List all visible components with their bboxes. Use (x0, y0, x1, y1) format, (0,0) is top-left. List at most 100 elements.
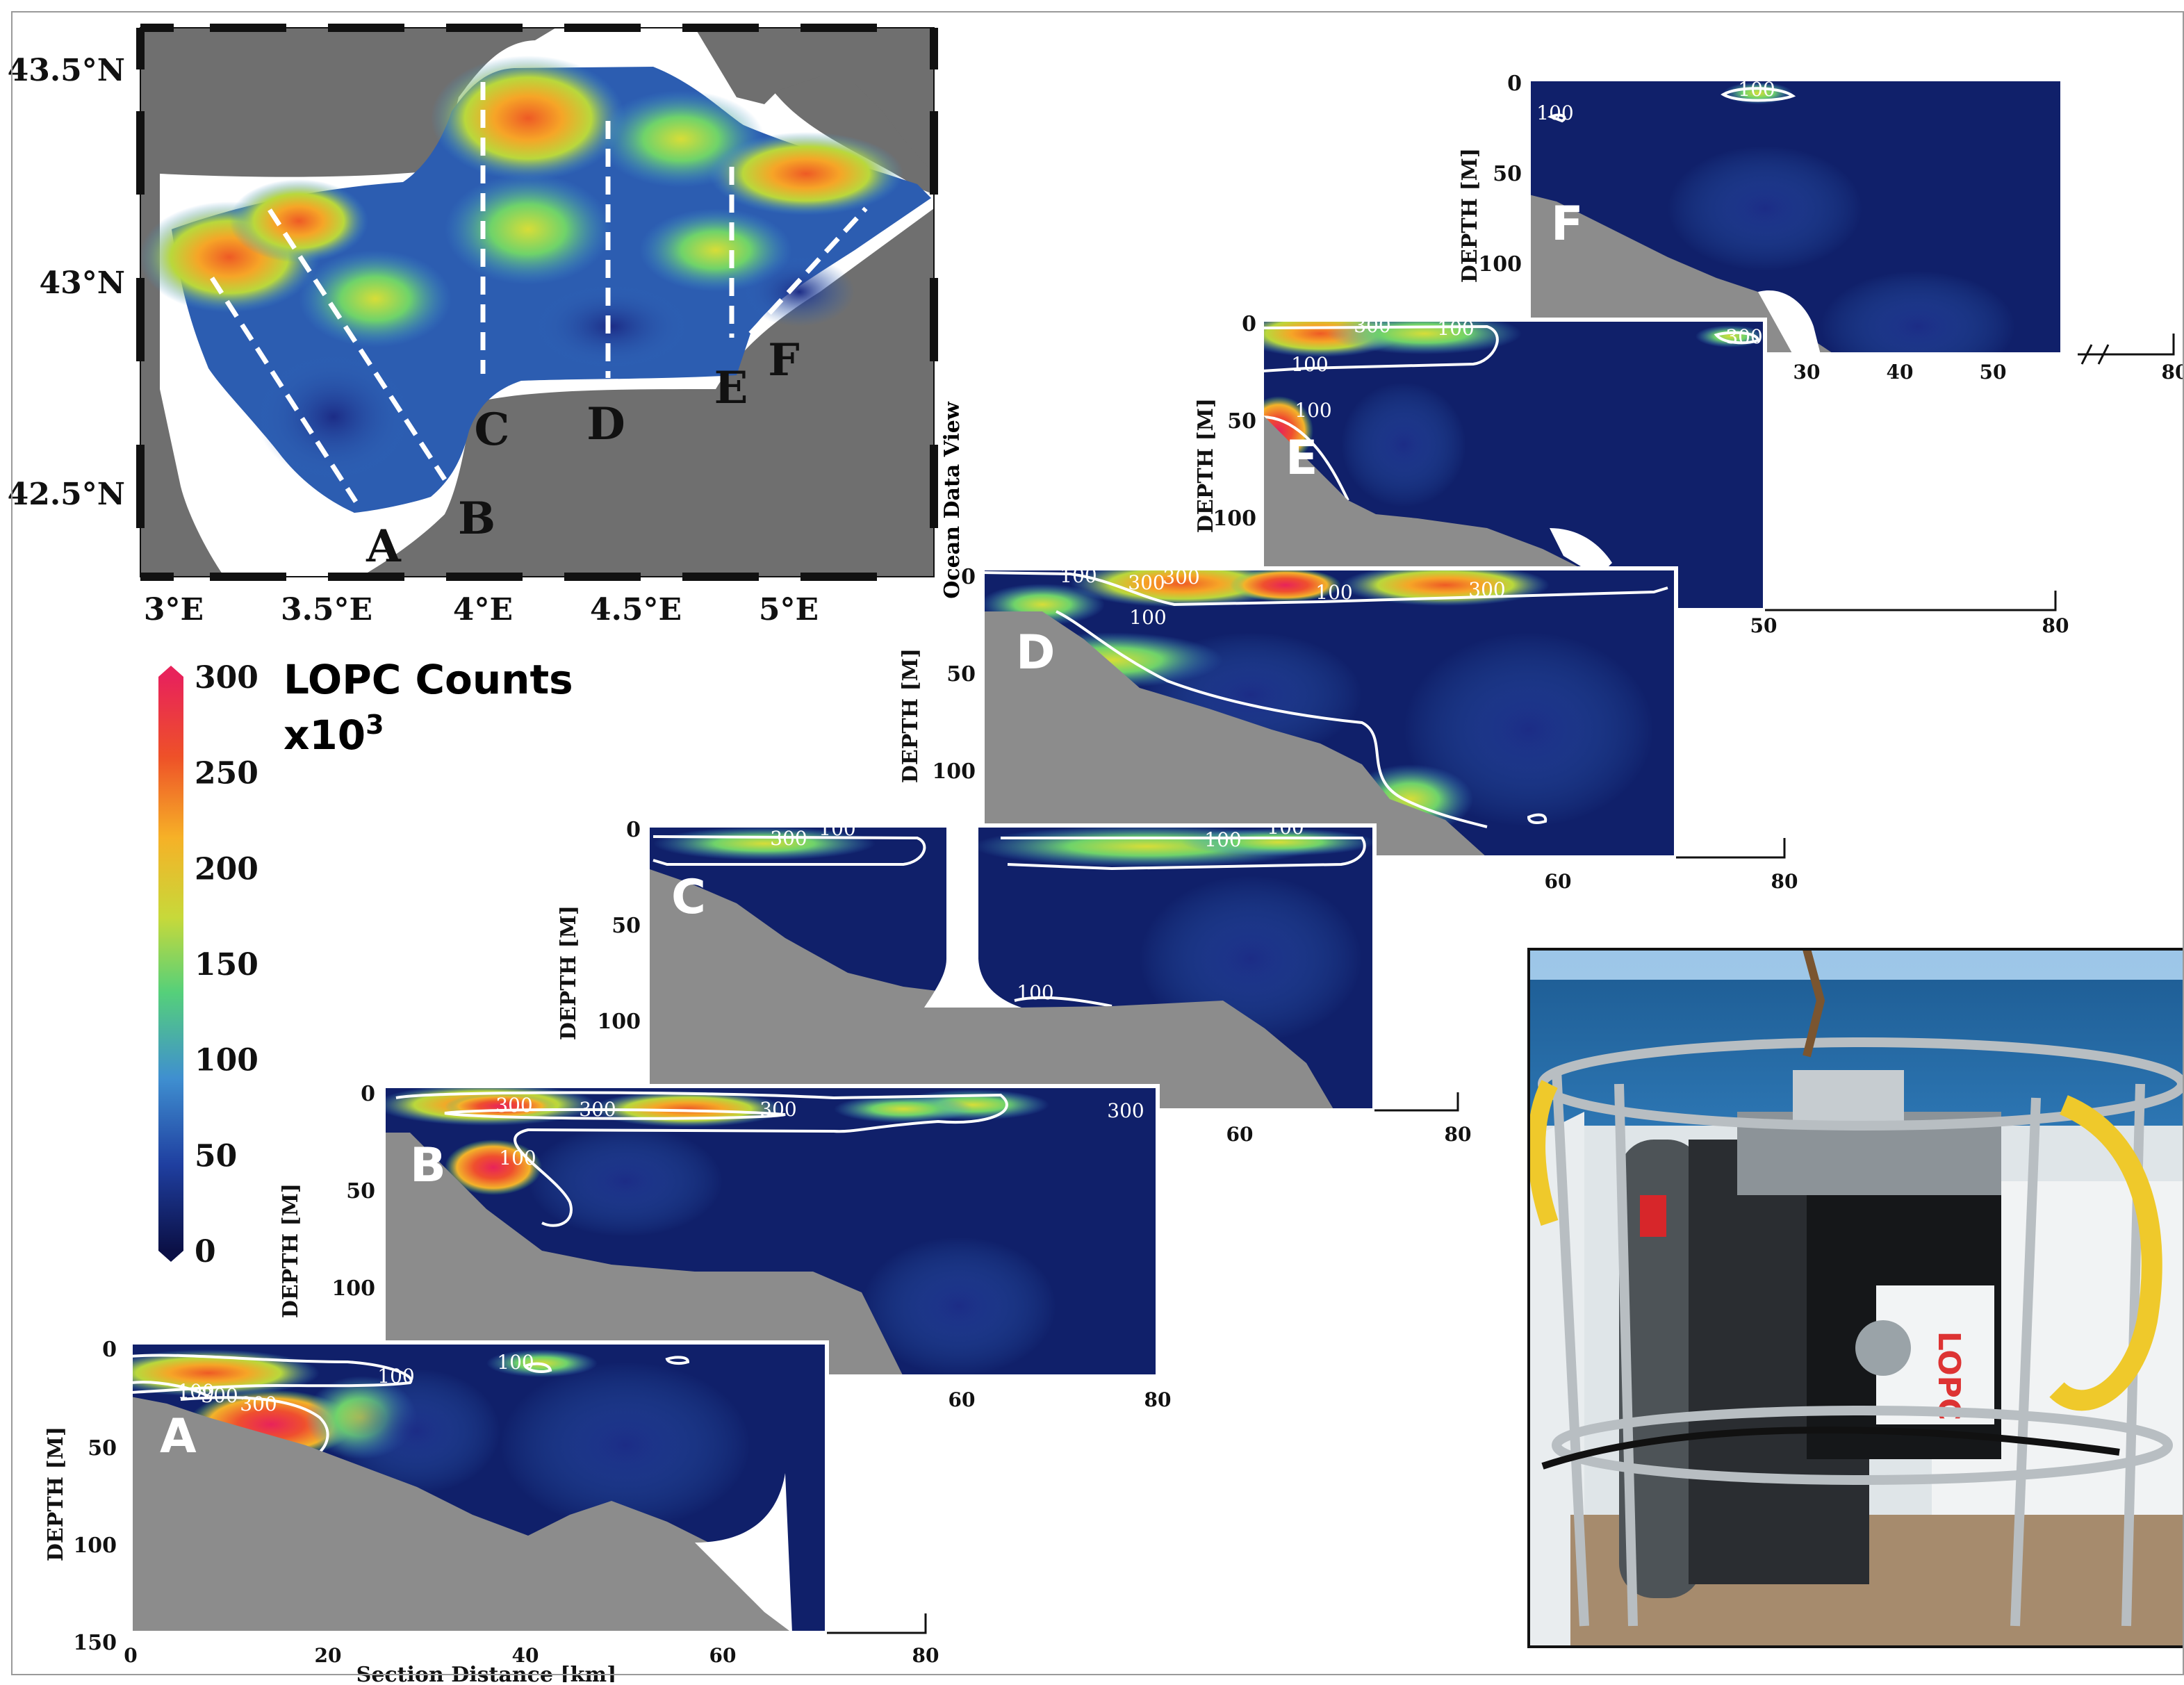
contour-line (523, 1362, 552, 1373)
section-letter: C (671, 870, 706, 925)
contour-label: 100 (1437, 317, 1474, 340)
contour-label: 100 (1315, 581, 1352, 604)
photo-cage-bar (1614, 1083, 1638, 1627)
section-field-patch (500, 1362, 750, 1529)
no-data-region (695, 1473, 792, 1633)
section-x-tick: 60 (1226, 1123, 1254, 1146)
section-y-tick: 50 (611, 914, 641, 938)
section-y-tick: 0 (102, 1338, 117, 1362)
warm-patch-3 (445, 174, 611, 285)
colorbar-gradient (158, 677, 183, 1251)
section-field-patch (1230, 568, 1341, 602)
colorbar-unit-base: x10 (284, 712, 366, 759)
hotspot-east (709, 132, 903, 215)
photo-hull-left (1529, 1112, 1584, 1647)
section-x-tick: 80 (912, 1644, 939, 1667)
section-x-tick: 80 (1771, 870, 1798, 893)
map-transect-label: C (475, 404, 510, 456)
contour-label: 300 (1163, 566, 1199, 589)
section-y-tick: 0 (1507, 72, 1522, 96)
photo-cage-mid-ring (1552, 1406, 2173, 1485)
contour-label: 100 (1738, 78, 1775, 101)
section-field-patch (1821, 271, 2015, 354)
hotspot-north (431, 56, 625, 181)
section-x-tick: 60 (709, 1644, 737, 1667)
map-y-tick: 43.5°N (8, 53, 125, 88)
map-transect-label: F (768, 334, 799, 386)
section-frame (129, 1340, 829, 1635)
section-y-tick: 100 (597, 1010, 641, 1034)
colorbar-tick: 0 (195, 1234, 216, 1269)
contour-line (1527, 813, 1547, 824)
section-field-patch (1341, 382, 1466, 507)
ocean-data-view-label: Ocean Data View (940, 401, 964, 599)
section-y-tick: 0 (361, 1082, 375, 1106)
section-x-tick: 80 (2042, 614, 2069, 637)
map-transect-label: D (586, 398, 625, 450)
section-panel-c: 100 300 100 100 100 C 0 50 100 DEPTH [M] 60 80 (557, 818, 1471, 1146)
colorbar-bottom-arrow (158, 1251, 183, 1262)
section-x-tick: 50 (1750, 614, 1777, 637)
contour-line (1001, 837, 1366, 871)
map-panel: 43.5°N 43°N 42.5°N 3°E 3.5°E 4°E 4.5°E 5°E A BC… (8, 24, 964, 627)
colorbar: 300 250 200 150 100 50 0 LOPC Counts x103 (158, 656, 573, 1269)
transect-line-f (748, 206, 868, 336)
map-transect-label: A (366, 520, 402, 573)
section-panel-b: 300 300 300 100 300 B 0 50 100 DEPTH [M] 60 80 (279, 1082, 1171, 1411)
contour-label: 100 (497, 1351, 534, 1374)
section-axis (827, 1613, 927, 1634)
section-field-patch (834, 1095, 973, 1123)
axis-break-mark (2080, 344, 2110, 365)
map-transect-label: E (714, 362, 748, 414)
section-field-patch (1668, 146, 1862, 271)
section-field-patch (445, 1140, 542, 1195)
section-y-label: DEPTH [M] (279, 1183, 303, 1318)
map-transect-label: B (458, 493, 495, 545)
photo-yellow-hose-left (1527, 1080, 1559, 1226)
section-y-tick: 0 (961, 565, 976, 589)
warm-patch-4 (639, 208, 792, 292)
contour-label: 100 (1060, 564, 1097, 587)
contour-label: 300 (240, 1392, 277, 1415)
contour-label: 300 (579, 1098, 616, 1121)
photo-round-cap (1855, 1320, 1911, 1376)
map-y-ticks: 43.5°N 43°N 42.5°N (8, 53, 125, 512)
section-x-tick: 0 (124, 1644, 137, 1667)
photo-frame (1527, 948, 2184, 1648)
contour-label: 300 (760, 1098, 796, 1121)
contour-line (1721, 87, 1796, 102)
coast-land (625, 28, 934, 174)
section-y-tick: 50 (1493, 162, 1522, 186)
colorbar-tick: 50 (195, 1138, 237, 1174)
section-axis (2078, 334, 2175, 356)
seabed (1262, 414, 1626, 610)
section-y-tick: 0 (626, 818, 641, 842)
hotspot-northwest (229, 179, 368, 263)
section-y-tick: 50 (88, 1436, 117, 1461)
section-x-tick: 60 (949, 1388, 976, 1411)
contour-line (180, 1396, 329, 1454)
colorbar-unit: x103 (284, 709, 384, 759)
section-y-tick: 100 (331, 1276, 375, 1301)
section-y-tick: 100 (1478, 252, 1522, 277)
contour-label: 300 (1107, 1099, 1144, 1122)
no-data-region (1550, 528, 1612, 577)
section-y-tick: 0 (1242, 312, 1256, 336)
transect-line-a (210, 277, 358, 503)
contour-line (983, 571, 1668, 607)
contour-line (395, 1091, 1008, 1227)
section-y-tick: 150 (73, 1631, 117, 1655)
contour-label: 300 (770, 827, 807, 850)
colorbar-tick: 250 (195, 756, 258, 791)
section-y-label: DEPTH [M] (557, 905, 581, 1040)
contour-label: 300 (495, 1094, 532, 1117)
contour-line (1014, 996, 1112, 1008)
photo-cage-bar (1552, 1069, 1589, 1627)
seabed (983, 611, 1487, 857)
section-x-tick: 80 (1144, 1388, 1172, 1411)
contour-label: 100 (177, 1380, 214, 1403)
